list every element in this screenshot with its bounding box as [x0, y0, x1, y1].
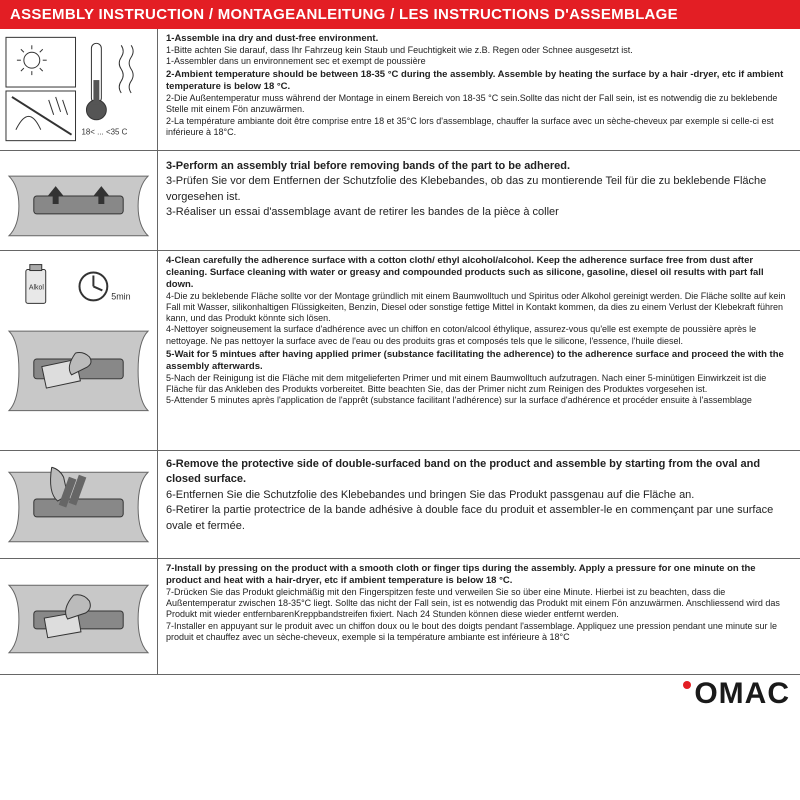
step-row-1: 18< ... <35 C 1-Assemble ina dry and dus… [0, 29, 800, 151]
step1-title: 1-Assemble ina dry and dust-free environ… [166, 33, 792, 45]
step-illustration-1: 18< ... <35 C [0, 29, 158, 150]
step5-title: 5-Wait for 5 mintues after having applie… [166, 349, 792, 373]
step1-de: 1-Bitte achten Sie darauf, dass Ihr Fahr… [166, 45, 792, 56]
step-text-3: 4-Clean carefully the adherence surface … [158, 251, 800, 450]
step2-title: 2-Ambient temperature should be between … [166, 69, 792, 93]
logo-text: OMAC [694, 677, 790, 710]
step3-de: 3-Prüfen Sie vor dem Entfernen der Schut… [166, 174, 792, 205]
step7-title: 7-Install by pressing on the product wit… [166, 563, 792, 587]
svg-text:5min: 5min [111, 291, 130, 301]
brand-logo: OMAC [683, 677, 790, 711]
step-illustration-5 [0, 559, 158, 674]
step5-de: 5-Nach der Reinigung ist die Fläche mit … [166, 373, 792, 396]
step-row-3: Alkol 5min 4-Clean carefully the adheren… [0, 251, 800, 451]
content-area: 18< ... <35 C 1-Assemble ina dry and dus… [0, 29, 800, 675]
step-text-5: 7-Install by pressing on the product wit… [158, 559, 800, 674]
step7-de: 7-Drücken Sie das Produkt gleichmäßig mi… [166, 587, 792, 621]
step-illustration-4 [0, 451, 158, 558]
press-icon [4, 567, 153, 667]
footer: OMAC [0, 675, 800, 715]
step-row-5: 7-Install by pressing on the product wit… [0, 559, 800, 675]
step-illustration-2 [0, 151, 158, 250]
step6-de: 6-Entfernen Sie die Schutzfolie des Kleb… [166, 488, 792, 503]
step-text-1: 1-Assemble ina dry and dust-free environ… [158, 29, 800, 150]
env-temp-icon: 18< ... <35 C [4, 35, 153, 145]
step-row-2: 3-Perform an assembly trial before remov… [0, 151, 800, 251]
step3-title: 3-Perform an assembly trial before remov… [166, 159, 792, 174]
step-illustration-3: Alkol 5min [0, 251, 158, 450]
page-title: ASSEMBLY INSTRUCTION / MONTAGEANLEITUNG … [0, 0, 800, 29]
step5-fr: 5-Attender 5 minutes après l'application… [166, 395, 792, 406]
svg-text:18< ... <35 C: 18< ... <35 C [81, 127, 127, 136]
step4-fr: 4-Nettoyer soigneusement la surface d'ad… [166, 324, 792, 347]
step-text-4: 6-Remove the protective side of double-s… [158, 451, 800, 558]
step6-title: 6-Remove the protective side of double-s… [166, 457, 792, 488]
step4-de: 4-Die zu beklebende Fläche sollte vor de… [166, 291, 792, 325]
step7-fr: 7-Installer en appuyant sur le produit a… [166, 621, 792, 644]
step-text-2: 3-Perform an assembly trial before remov… [158, 151, 800, 250]
clean-icon: Alkol 5min [4, 261, 153, 441]
trial-icon [4, 156, 153, 246]
step3-fr: 3-Réaliser un essai d'assemblage avant d… [166, 205, 792, 220]
step1-fr: 1-Assembler dans un environnement sec et… [166, 56, 792, 67]
step4-title: 4-Clean carefully the adherence surface … [166, 255, 792, 291]
step2-de: 2-Die Außentemperatur muss während der M… [166, 93, 792, 116]
step2-fr: 2-La température ambiante doit être comp… [166, 116, 792, 139]
logo-dot-icon [683, 681, 691, 689]
step-row-4: 6-Remove the protective side of double-s… [0, 451, 800, 559]
svg-text:Alkol: Alkol [29, 284, 44, 291]
peel-icon [4, 457, 153, 552]
step6-fr: 6-Retirer la partie protectrice de la ba… [166, 503, 792, 534]
